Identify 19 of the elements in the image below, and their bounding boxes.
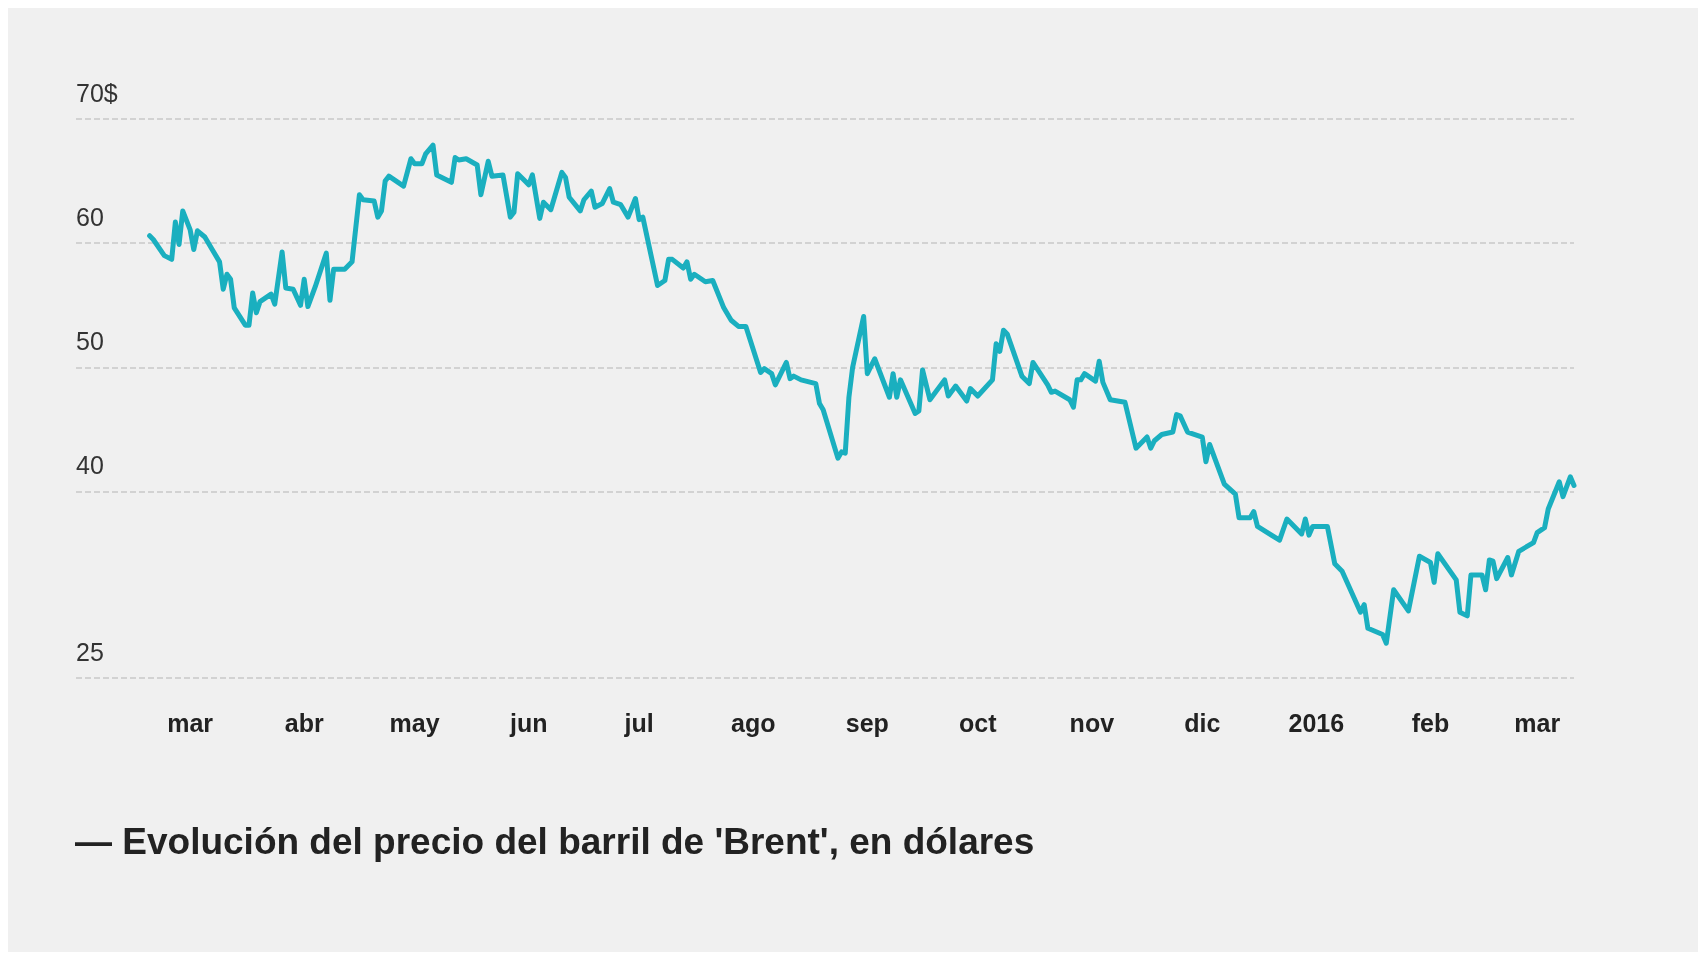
x-tick-label: jun xyxy=(508,708,548,737)
x-tick-label: ago xyxy=(731,708,776,737)
x-tick-label: oct xyxy=(958,708,998,737)
x-tick-label: jul xyxy=(623,708,654,737)
y-tick-label: 60 xyxy=(76,202,104,231)
x-tick-label: may xyxy=(389,708,440,737)
x-tick-label: 2016 xyxy=(1288,708,1345,737)
x-tick-label: mar xyxy=(167,708,214,737)
x-tick-label: abr xyxy=(284,708,324,737)
x-tick-label: nov xyxy=(1069,708,1115,737)
y-tick-label: 25 xyxy=(76,637,104,666)
x-tick-label: mar xyxy=(1514,708,1561,737)
x-tick-label: sep xyxy=(845,708,889,737)
text: — Evolución del precio del barril de 'Brent', en dólares xyxy=(75,821,1035,862)
y-tick-label: 50 xyxy=(76,326,104,355)
x-tick-label: dic xyxy=(1184,708,1221,737)
y-tick-label: 70$ xyxy=(76,78,118,107)
y-tick-label: 40 xyxy=(76,451,104,480)
x-tick-label: feb xyxy=(1411,708,1450,737)
